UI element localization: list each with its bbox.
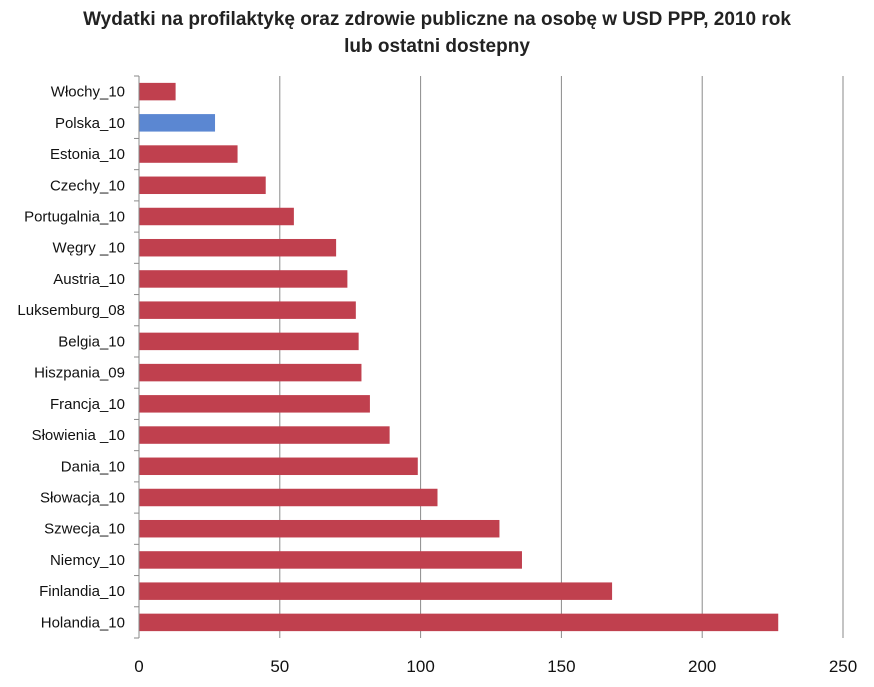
category-label-9: Hiszpania_09: [34, 365, 125, 382]
bar-10: [139, 395, 370, 413]
bar-7: [139, 301, 356, 319]
category-label-10: Francja_10: [50, 396, 125, 413]
bar-12: [139, 457, 418, 476]
category-label-5: Węgry _10: [52, 240, 125, 257]
bar-0: [139, 82, 176, 101]
bar-9: [139, 363, 362, 382]
category-label-14: Szwecja_10: [44, 521, 125, 538]
category-label-7: Luksemburg_08: [17, 302, 125, 319]
bar-14: [139, 519, 500, 538]
bar-15: [139, 551, 522, 569]
bar-8: [139, 332, 359, 351]
x-tick-label-50: 50: [270, 657, 289, 676]
bar-5: [139, 238, 337, 257]
category-label-4: Portugalnia_10: [24, 209, 125, 226]
bar-3: [139, 176, 266, 195]
category-label-3: Czechy_10: [50, 177, 125, 194]
category-label-11: Słowienia _10: [32, 427, 125, 444]
chart-title: Wydatki na profilaktykę oraz zdrowie pub…: [0, 6, 874, 60]
bar-16: [139, 582, 613, 600]
x-tick-label-100: 100: [406, 657, 434, 676]
bar-11: [139, 426, 390, 444]
x-tick-label-200: 200: [688, 657, 716, 676]
category-label-1: Polska_10: [55, 115, 125, 132]
bar-4: [139, 207, 294, 226]
category-label-15: Niemcy_10: [50, 552, 125, 569]
category-label-13: Słowacja_10: [40, 490, 125, 507]
category-label-0: Włochy_10: [51, 84, 125, 101]
chart-title-line-2: lub ostatni dostepny: [344, 36, 530, 57]
x-tick-label-250: 250: [829, 657, 857, 676]
category-label-17: Holandia_10: [41, 614, 125, 631]
bar-13: [139, 488, 438, 507]
bar-1: [139, 114, 216, 132]
category-label-2: Estonia_10: [50, 146, 125, 163]
category-label-12: Dania_10: [61, 458, 125, 475]
category-label-8: Belgia_10: [58, 333, 125, 350]
x-tick-label-150: 150: [547, 657, 575, 676]
category-label-16: Finlandia_10: [39, 583, 125, 600]
x-tick-label-0: 0: [134, 657, 143, 676]
chart-title-line-1: Wydatki na profilaktykę oraz zdrowie pub…: [83, 9, 791, 30]
bar-17: [139, 613, 779, 632]
bar-2: [139, 145, 238, 163]
category-label-6: Austria_10: [53, 271, 125, 288]
bar-6: [139, 270, 348, 288]
